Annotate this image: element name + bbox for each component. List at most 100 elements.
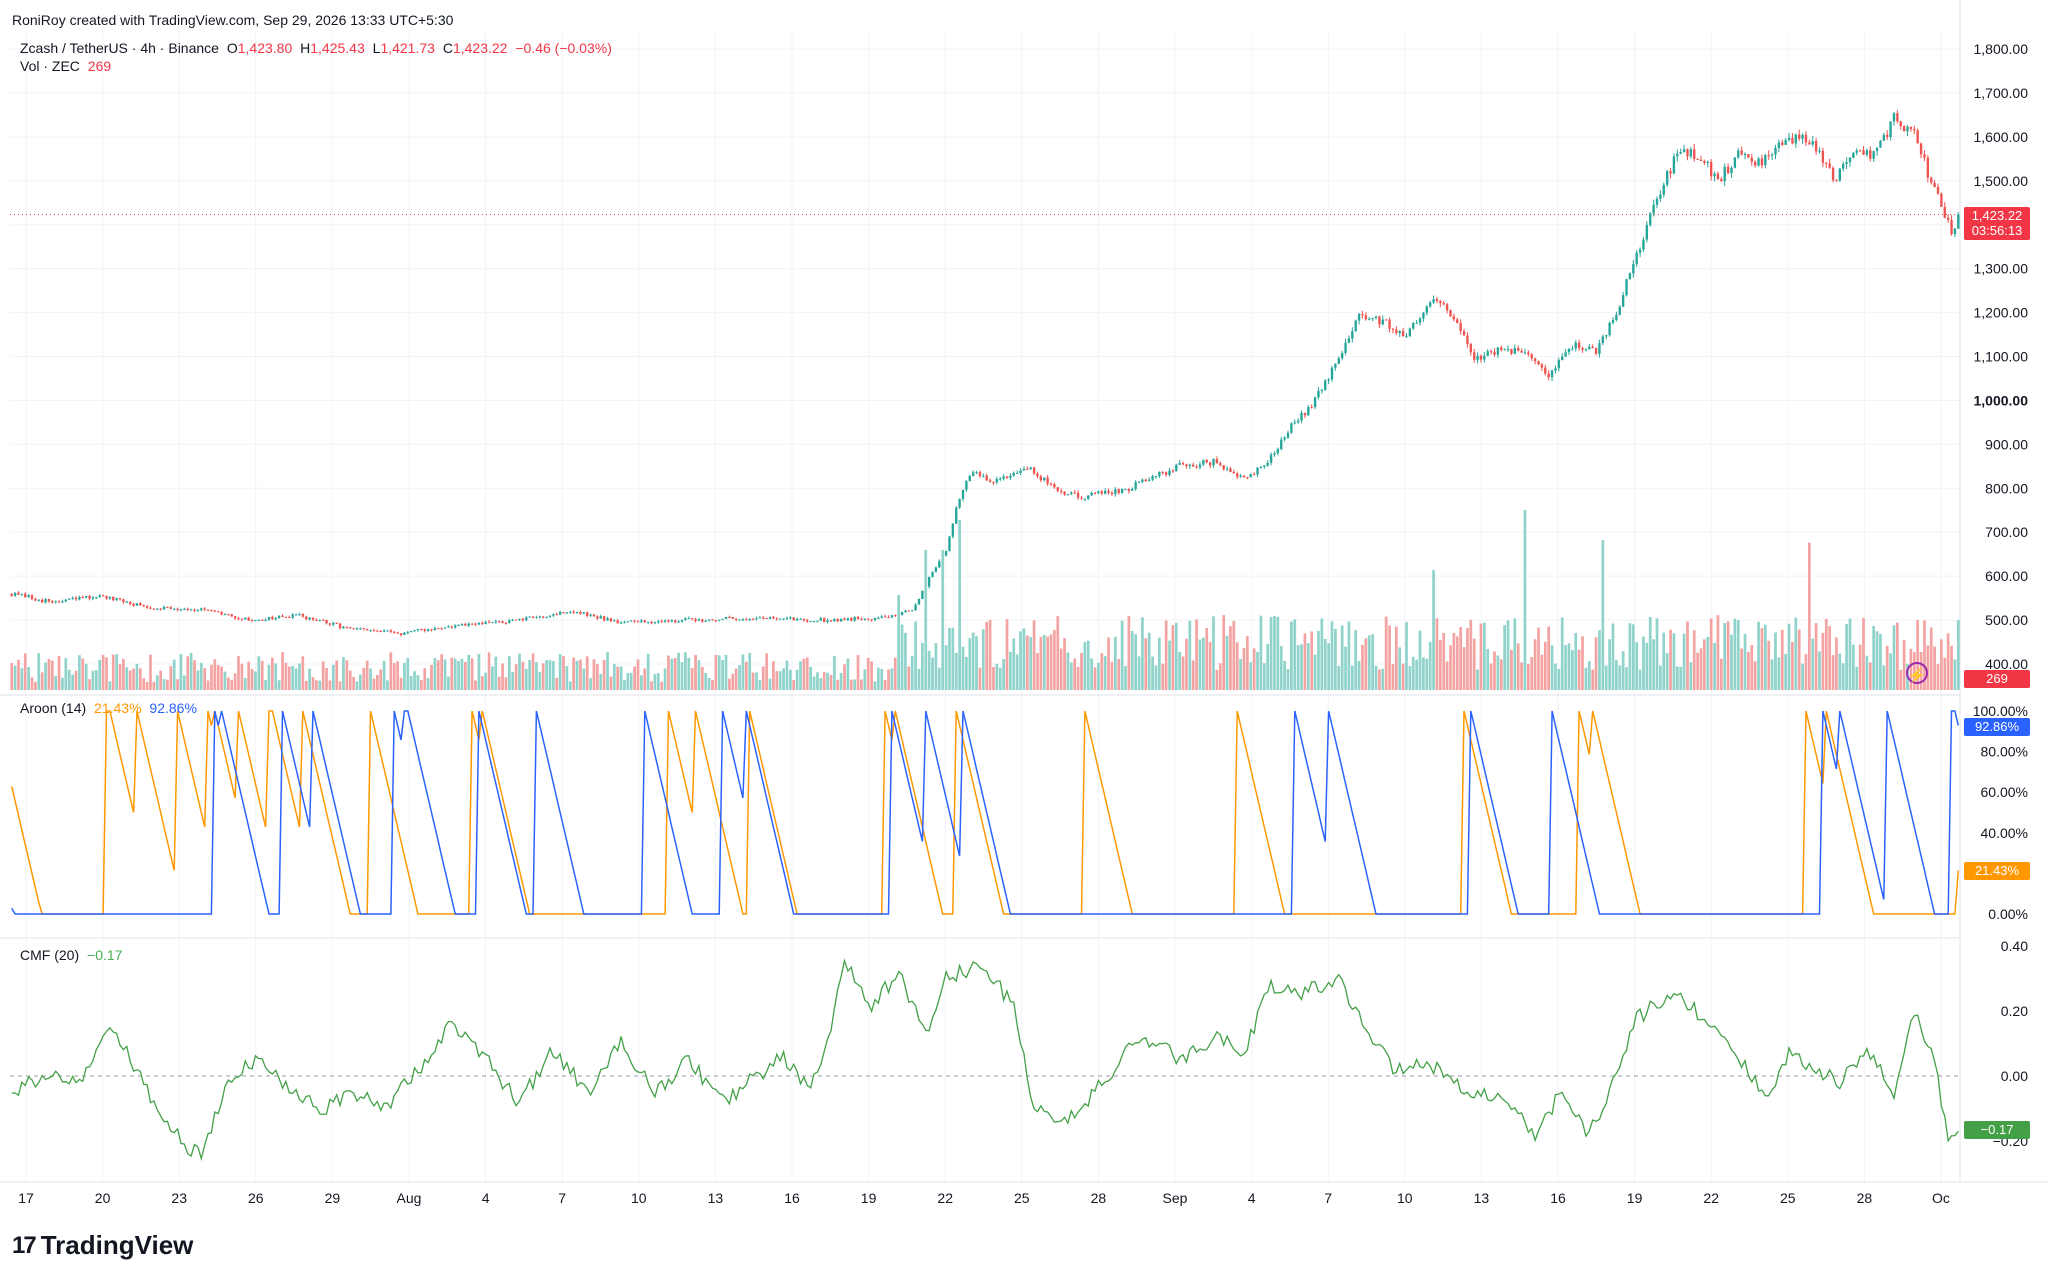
candle-body: [413, 630, 416, 632]
volume-bar: [1290, 621, 1293, 690]
candle-body: [1378, 316, 1381, 325]
volume-bar: [751, 672, 755, 690]
candle-body: [971, 472, 975, 477]
candle-body: [1520, 351, 1523, 353]
volume-bar: [1388, 625, 1391, 690]
volume-bar: [1804, 654, 1808, 690]
volume-bar: [1557, 668, 1561, 690]
volume-bar: [914, 621, 917, 690]
candle-body: [1327, 379, 1330, 381]
aroon-lines: [10, 710, 1960, 915]
volume-bar: [1188, 620, 1192, 690]
candle-body: [880, 616, 883, 618]
candle-body: [1540, 364, 1544, 368]
volume-bar: [470, 658, 474, 690]
candle-body: [542, 616, 545, 618]
candle-body: [152, 608, 156, 610]
volume-bar: [1845, 624, 1848, 690]
candle-body: [1787, 137, 1791, 140]
price-tick-label: 400.00: [1985, 656, 2028, 672]
chart-canvas[interactable]: 17 20 23 26 29 Aug 4 7 10 13 16 19 22 25 28 Sep 4 7 10 13 16…: [0, 0, 2048, 1220]
volume-bar: [1195, 619, 1198, 690]
volume-bar: [609, 676, 613, 690]
candle-body: [1483, 355, 1486, 360]
candle-body: [602, 616, 606, 621]
volume-bar: [1371, 634, 1374, 690]
candle-body: [883, 616, 887, 618]
volume-bar: [910, 655, 914, 690]
candle-body: [1456, 319, 1459, 323]
volume-bar: [1882, 665, 1886, 690]
candle-body: [382, 630, 386, 632]
volume-bar: [382, 660, 386, 690]
volume-bar: [1936, 664, 1940, 690]
candle-body: [244, 617, 247, 620]
candle-body: [1259, 466, 1263, 468]
volume-bar: [1818, 651, 1821, 690]
volume-bar: [1858, 644, 1862, 690]
candle-body: [657, 621, 660, 623]
volume-bar: [1273, 615, 1276, 690]
candle-body: [535, 617, 538, 619]
volume-bar: [260, 660, 264, 690]
candle-body: [1073, 492, 1076, 494]
volume-bar: [1885, 645, 1889, 690]
volume-bar: [27, 667, 30, 690]
volume-bar: [1185, 638, 1188, 690]
candle-body: [1107, 490, 1110, 493]
volume-bar: [562, 656, 565, 690]
candle-body: [1053, 484, 1056, 488]
lightning-icon[interactable]: ⚡: [1906, 662, 1928, 684]
volume-bar: [1147, 632, 1151, 690]
candle-body: [179, 609, 183, 611]
volume-bar: [897, 595, 901, 690]
volume-bar: [1611, 623, 1615, 690]
candle-body: [24, 593, 27, 598]
volume-bar: [386, 680, 389, 690]
candle-body: [1334, 363, 1337, 368]
candle-body: [525, 617, 528, 621]
volume-bar: [1083, 642, 1087, 690]
volume-bar: [873, 681, 877, 690]
volume-bar: [626, 673, 630, 690]
x-tick-label: 16: [1550, 1190, 1566, 1206]
volume-bar: [1107, 637, 1110, 690]
candle-body: [1703, 160, 1706, 164]
volume-bar: [1482, 622, 1486, 690]
volume-bar: [108, 681, 112, 690]
volume-bar: [1432, 570, 1435, 690]
volume-bar: [1100, 653, 1104, 690]
candle-body: [731, 617, 734, 619]
candle-body: [982, 475, 985, 477]
volume-bar: [1344, 646, 1347, 690]
volume-bar: [633, 666, 636, 690]
candle-body: [1131, 488, 1134, 491]
volume-bar: [887, 669, 890, 690]
candle-body: [575, 611, 579, 613]
volume-bar: [491, 666, 494, 690]
candle-body: [254, 620, 257, 622]
candle-body: [1930, 177, 1933, 183]
candle-body: [1466, 335, 1469, 345]
price-tick-label: 900.00: [1985, 436, 2028, 452]
volume-bar: [271, 657, 274, 690]
candle-body: [1550, 370, 1554, 378]
volume-bar: [606, 652, 609, 690]
candle-body: [1662, 184, 1665, 195]
candle-body: [118, 598, 122, 600]
candle-body: [1046, 477, 1049, 484]
volume-bar: [711, 680, 714, 690]
candle-body: [396, 632, 399, 634]
candle-body: [1581, 348, 1584, 350]
candle-body: [1225, 468, 1229, 470]
volume-bar: [832, 655, 836, 690]
volume-bar: [1032, 620, 1036, 690]
volume-bar: [921, 642, 924, 690]
candle-body: [200, 608, 203, 610]
volume-bar: [968, 638, 972, 690]
candle-body: [1804, 134, 1808, 143]
candle-body: [856, 616, 860, 619]
tradingview-logo[interactable]: 17 TradingView: [12, 1230, 193, 1261]
candle-body: [487, 621, 491, 623]
candle-body: [1652, 204, 1655, 214]
